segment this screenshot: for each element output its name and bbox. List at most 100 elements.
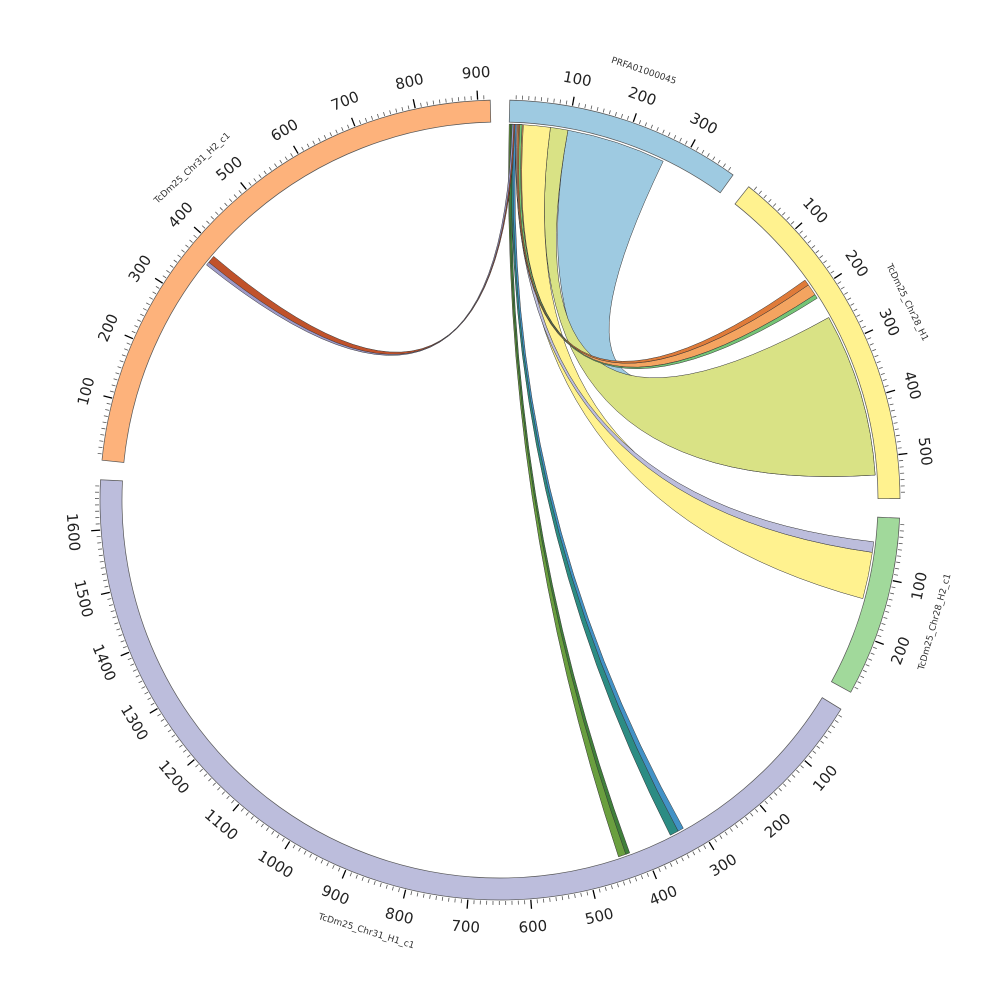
- minor-tick: [228, 198, 233, 203]
- minor-tick: [215, 211, 219, 216]
- minor-tick: [669, 862, 673, 867]
- minor-tick: [644, 122, 647, 127]
- minor-tick: [320, 859, 324, 864]
- minor-tick: [377, 113, 380, 118]
- major-tick: [124, 334, 134, 340]
- minor-tick: [281, 837, 285, 842]
- tick-label: 900: [319, 881, 352, 909]
- minor-tick: [740, 820, 744, 825]
- minor-tick: [658, 868, 661, 873]
- minor-tick: [98, 446, 103, 449]
- minor-tick: [199, 768, 203, 773]
- minor-tick: [885, 610, 890, 613]
- minor-tick: [827, 730, 832, 734]
- minor-tick: [894, 428, 899, 430]
- minor-tick: [646, 872, 649, 877]
- minor-tick: [586, 891, 589, 896]
- minor-tick: [610, 885, 613, 890]
- minor-tick: [301, 146, 304, 151]
- tick-label: 500: [212, 153, 246, 185]
- minor-tick: [407, 105, 410, 110]
- major-tick: [120, 651, 130, 657]
- minor-tick: [861, 325, 866, 329]
- tick-label: 200: [94, 311, 122, 344]
- minor-tick: [150, 702, 155, 706]
- minor-tick: [697, 848, 701, 853]
- minor-tick: [778, 787, 782, 792]
- minor-tick: [203, 773, 208, 777]
- minor-tick: [559, 99, 562, 104]
- minor-tick: [714, 838, 717, 843]
- minor-tick: [719, 835, 723, 839]
- minor-tick: [896, 561, 901, 564]
- minor-tick: [101, 573, 106, 575]
- tick-label: 300: [706, 850, 740, 880]
- tick-label: 1000: [255, 847, 297, 882]
- minor-tick: [701, 149, 705, 154]
- minor-tick: [416, 892, 419, 897]
- tick-label: 800: [394, 70, 426, 94]
- minor-tick: [844, 292, 848, 295]
- major-tick: [875, 640, 884, 645]
- minor-tick: [367, 878, 370, 884]
- minor-tick: [880, 372, 885, 375]
- minor-tick: [816, 745, 821, 749]
- minor-tick: [662, 129, 665, 134]
- tick-label: 1200: [155, 757, 193, 798]
- minor-tick: [892, 415, 897, 418]
- minor-tick: [266, 827, 269, 832]
- minor-tick: [886, 604, 891, 607]
- minor-tick: [126, 342, 131, 345]
- minor-tick: [221, 791, 226, 795]
- minor-tick: [135, 674, 140, 678]
- major-tick: [759, 804, 767, 813]
- tick-label: 100: [908, 570, 931, 602]
- minor-tick: [104, 585, 109, 588]
- minor-tick: [258, 174, 262, 179]
- minor-tick: [574, 893, 576, 899]
- minor-tick: [309, 853, 312, 858]
- minor-tick: [107, 598, 112, 600]
- minor-tick: [361, 876, 364, 881]
- minor-tick: [763, 194, 767, 199]
- minor-tick: [728, 166, 732, 171]
- minor-tick: [422, 893, 425, 898]
- minor-tick: [823, 260, 827, 264]
- minor-tick: [127, 657, 132, 661]
- tick-label: 100: [799, 194, 832, 227]
- minor-tick: [790, 221, 795, 225]
- tick-label: 1600: [63, 512, 84, 551]
- minor-tick: [99, 440, 104, 442]
- major-tick: [886, 389, 896, 394]
- minor-tick: [341, 127, 344, 132]
- major-tick: [530, 899, 533, 909]
- minor-tick: [432, 100, 435, 105]
- minor-tick: [329, 132, 332, 137]
- minor-tick: [114, 622, 119, 625]
- minor-tick: [555, 897, 557, 902]
- minor-tick: [764, 800, 768, 805]
- minor-tick: [116, 628, 121, 631]
- minor-tick: [219, 207, 223, 211]
- minor-tick: [206, 220, 210, 225]
- minor-tick: [164, 724, 168, 728]
- segment-layer: [99, 99, 901, 901]
- minor-tick: [332, 864, 335, 869]
- minor-tick: [276, 834, 280, 839]
- minor-tick: [185, 244, 189, 248]
- minor-tick: [807, 240, 812, 244]
- major-tick: [350, 117, 356, 127]
- minor-tick: [401, 106, 404, 112]
- minor-tick: [887, 397, 892, 400]
- minor-tick: [144, 691, 149, 695]
- major-tick: [632, 113, 637, 123]
- ribbon-prfa-chr31h1: [509, 123, 631, 855]
- minor-tick: [664, 865, 667, 870]
- minor-tick: [429, 894, 431, 899]
- minor-tick: [122, 646, 127, 649]
- minor-tick: [134, 325, 139, 328]
- minor-tick: [856, 314, 861, 317]
- minor-tick: [893, 422, 898, 424]
- minor-tick: [175, 739, 179, 743]
- minor-tick: [226, 795, 230, 800]
